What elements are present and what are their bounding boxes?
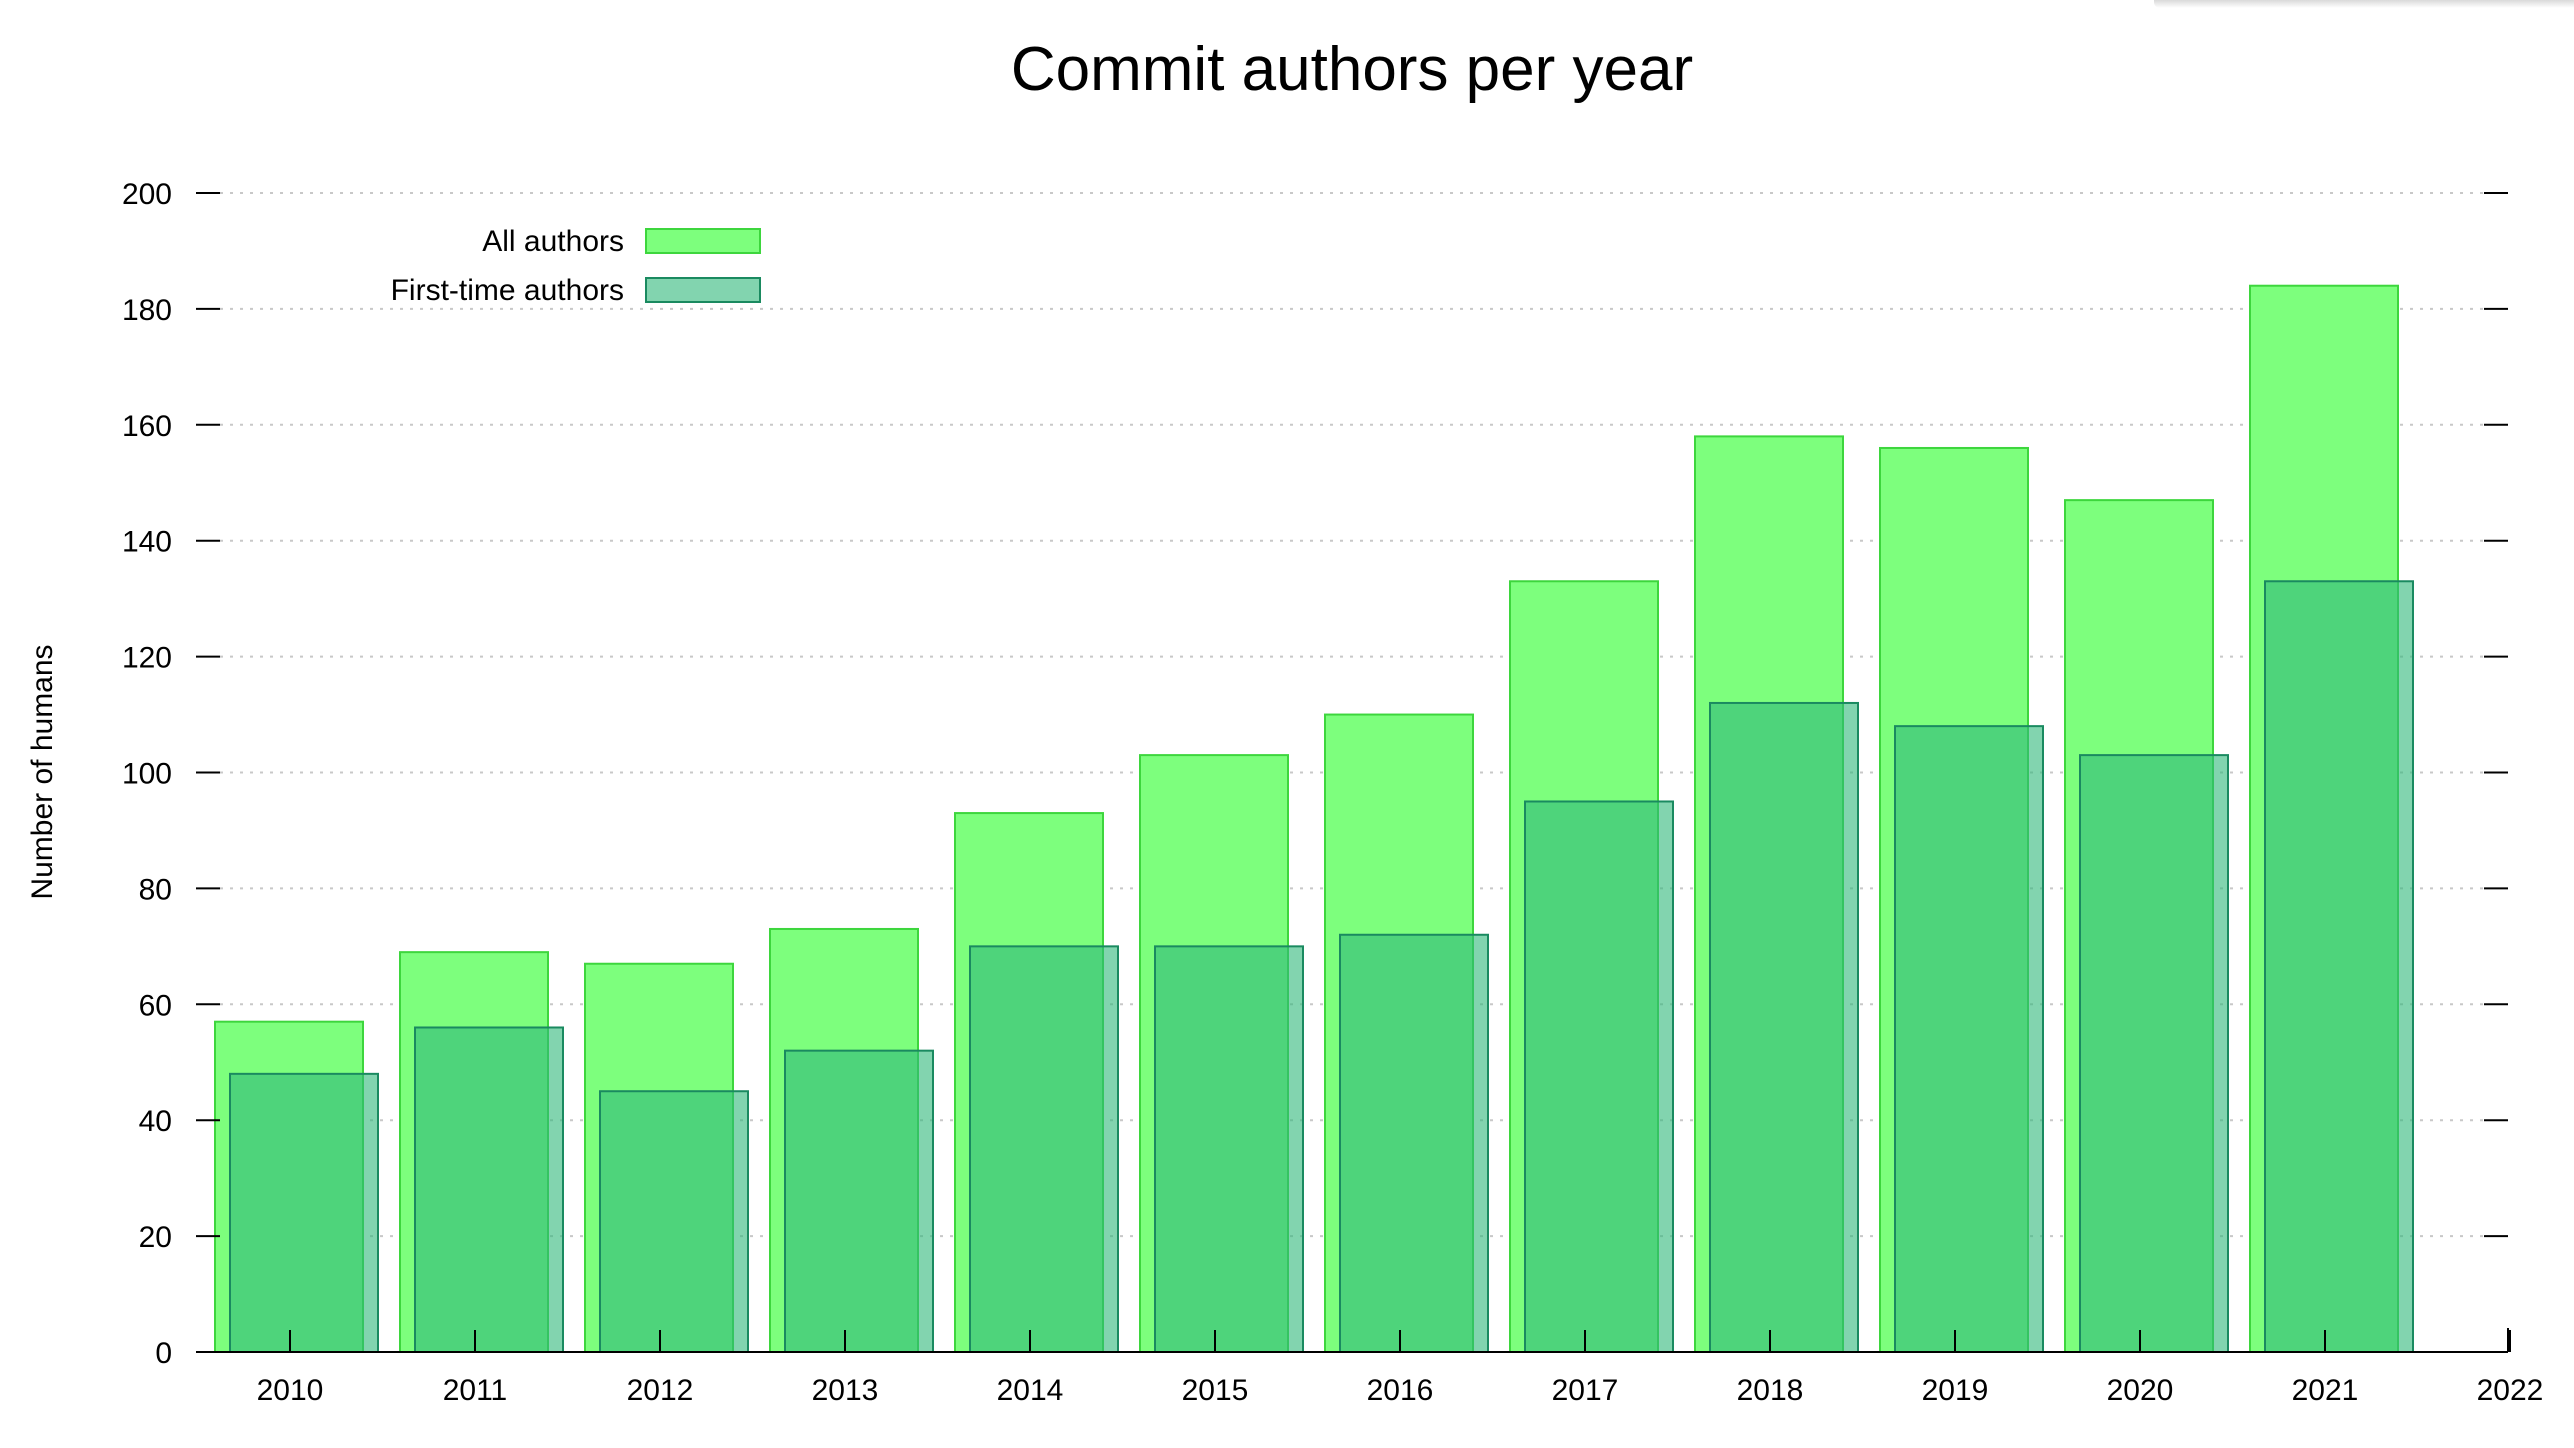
y-tick-label: 40 <box>139 1105 172 1138</box>
x-tick-label: 2011 <box>443 1374 508 1407</box>
legend-swatch <box>645 277 761 303</box>
x-tick-label: 2021 <box>2292 1374 2359 1407</box>
y-tick-label: 120 <box>122 642 172 675</box>
y-tick-label: 180 <box>122 294 172 327</box>
bar-first-time-authors-2013 <box>784 1049 934 1354</box>
x-tick-label: 2019 <box>1922 1374 1989 1407</box>
x-tick-label: 2015 <box>1182 1374 1249 1407</box>
x-tick-label: 2017 <box>1552 1374 1619 1407</box>
x-tick-label: 2010 <box>257 1374 324 1407</box>
bar-first-time-authors-2015 <box>1154 945 1304 1353</box>
y-tick-label: 140 <box>122 526 172 559</box>
bar-first-time-authors-2016 <box>1339 933 1489 1353</box>
legend-swatch <box>645 228 761 254</box>
y-tick-label: 160 <box>122 410 172 443</box>
bar-first-time-authors-2017 <box>1524 800 1674 1353</box>
bar-first-time-authors-2014 <box>969 945 1119 1353</box>
legend-label: First-time authors <box>391 274 624 307</box>
bar-first-time-authors-2018 <box>1709 701 1859 1353</box>
y-tick-label: 100 <box>122 758 172 791</box>
y-axis-label: Number of humans <box>26 644 59 899</box>
y-tick-label: 20 <box>139 1221 172 1254</box>
chart-title: Commit authors per year <box>1011 35 1693 104</box>
bar-first-time-authors-2012 <box>599 1090 749 1353</box>
x-tick-label: 2016 <box>1367 1374 1434 1407</box>
x-tick-label: 2018 <box>1737 1374 1804 1407</box>
bars <box>214 284 2414 1354</box>
bar-first-time-authors-2011 <box>414 1026 564 1353</box>
bar-first-time-authors-2010 <box>229 1072 379 1353</box>
bar-first-time-authors-2019 <box>1894 725 2044 1353</box>
window-edge-shadow <box>2154 0 2574 8</box>
y-tick-label: 0 <box>155 1337 172 1370</box>
x-tick-label: 2013 <box>812 1374 879 1407</box>
y-tick-label: 80 <box>139 873 172 906</box>
x-tick-label: 2014 <box>997 1374 1064 1407</box>
bar-first-time-authors-2021 <box>2264 580 2414 1353</box>
y-tick-label: 60 <box>139 989 172 1022</box>
legend: All authors First-time authors <box>391 225 761 307</box>
x-tick-label: 2022 <box>2477 1374 2544 1407</box>
y-tick-label: 200 <box>122 178 172 211</box>
axes: 0 20 40 60 80 100 120 140 160 180 200 2010 2011 2012 2… <box>122 178 2543 1407</box>
bar-first-time-authors-2020 <box>2079 754 2229 1353</box>
x-tick-label: 2012 <box>627 1374 694 1407</box>
x-tick-label: 2020 <box>2107 1374 2174 1407</box>
legend-label: All authors <box>482 225 624 258</box>
